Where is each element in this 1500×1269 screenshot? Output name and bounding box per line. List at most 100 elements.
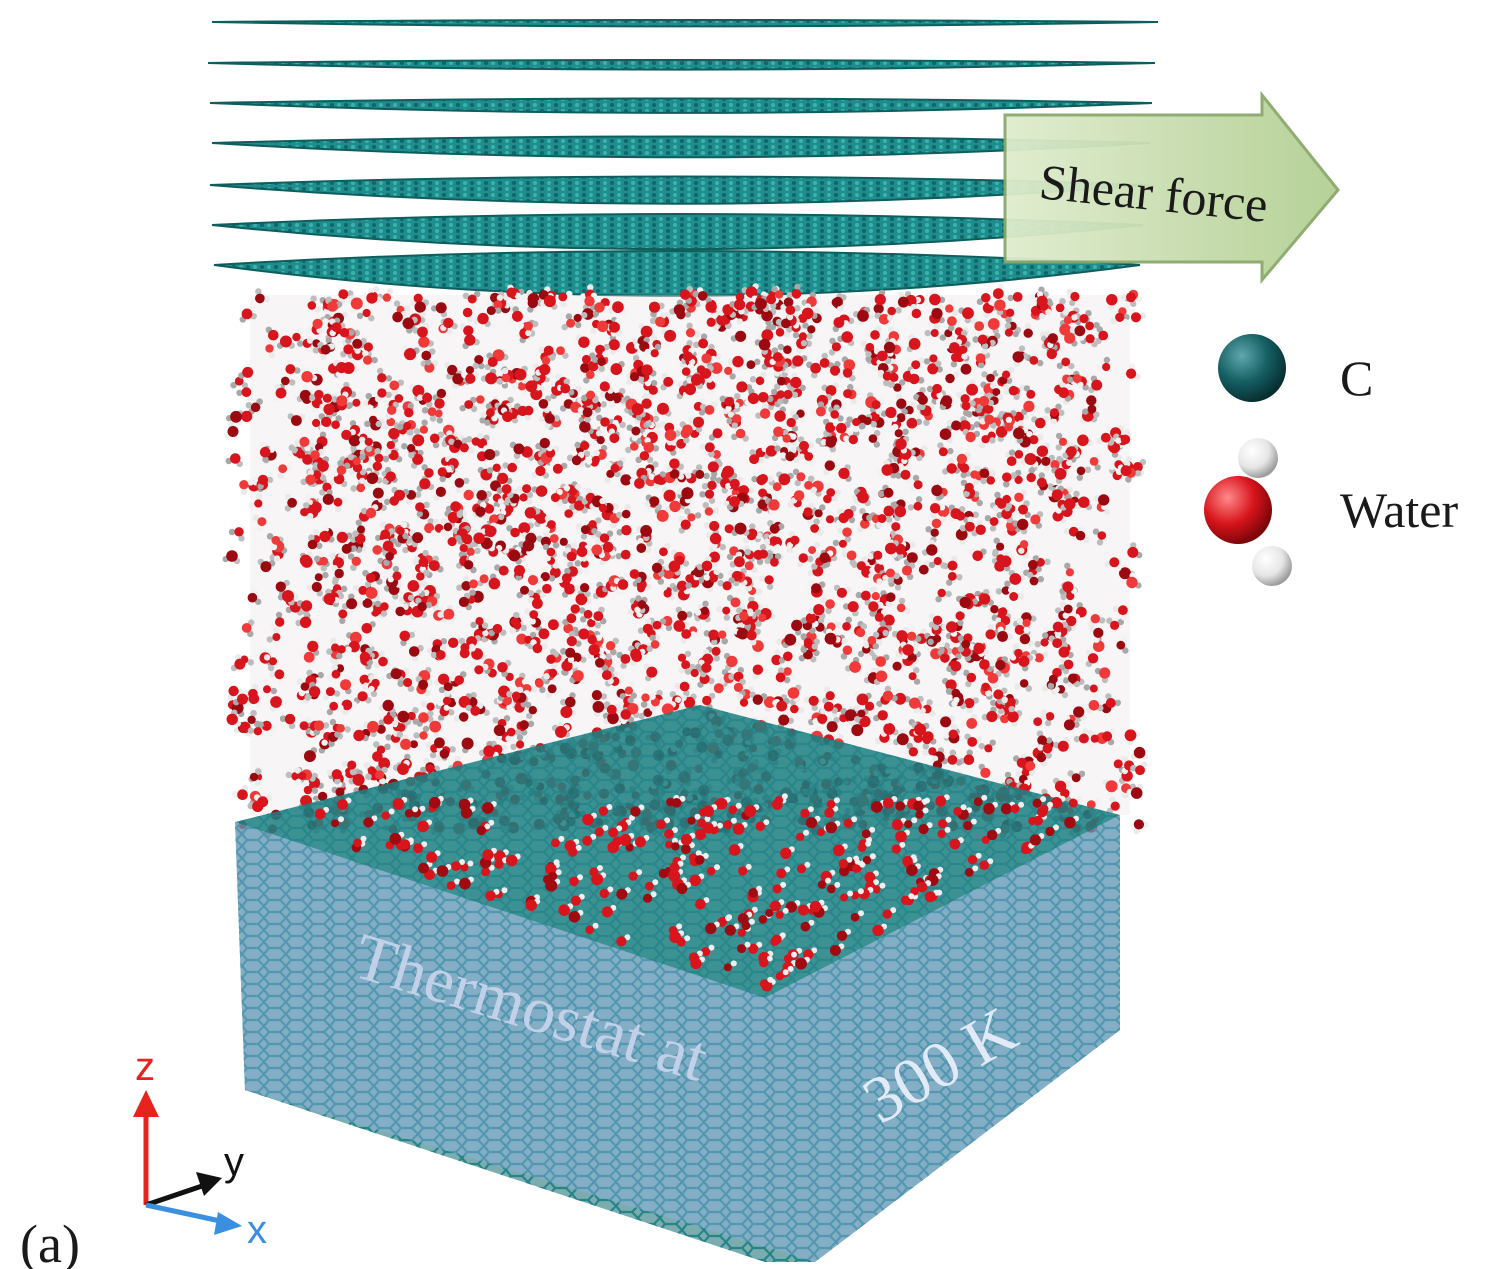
- water-molecule: [1032, 472, 1047, 488]
- water-molecule: [527, 570, 544, 586]
- water-molecule: [766, 649, 782, 666]
- water-molecule: [1012, 518, 1029, 535]
- top-graphene-sheets: [207, 19, 1159, 297]
- water-molecule: [908, 667, 921, 685]
- water-molecule: [796, 553, 814, 568]
- water-molecule: [323, 687, 341, 701]
- z-axis-arrow-icon: [133, 1090, 159, 1117]
- water-molecule: [685, 322, 701, 338]
- water-molecule: [225, 453, 243, 468]
- water-molecule: [1032, 442, 1050, 457]
- water-molecule: [674, 681, 690, 697]
- water-molecule: [391, 603, 409, 617]
- water-molecule: [236, 387, 253, 402]
- water-molecule: [1007, 292, 1025, 307]
- water-molecule: [759, 575, 774, 590]
- water-molecule: [230, 376, 249, 389]
- water-molecule: [473, 312, 491, 327]
- water-molecule: [961, 713, 978, 729]
- water-molecule: [1026, 431, 1044, 445]
- water-molecule: [824, 360, 841, 376]
- water-molecule: [273, 383, 287, 402]
- water-molecule: [782, 633, 800, 648]
- water-molecule: [228, 527, 245, 542]
- water-molecule: [830, 404, 844, 422]
- water-molecule: [803, 695, 819, 711]
- x-axis-label: x: [247, 1208, 267, 1252]
- water-molecule: [407, 707, 419, 725]
- water-molecule: [706, 646, 721, 662]
- water-molecule: [752, 664, 768, 680]
- legend: C Water: [1204, 334, 1458, 586]
- water-molecule: [574, 559, 590, 574]
- water-molecule: [1106, 796, 1120, 815]
- water-molecule: [775, 322, 790, 338]
- water-molecule: [413, 725, 430, 740]
- graphene-sheet: [211, 19, 1159, 28]
- water-molecule: [1074, 496, 1093, 511]
- water-molecule: [1133, 819, 1150, 835]
- panel-label: (a): [20, 1214, 80, 1269]
- water-molecule: [885, 592, 901, 608]
- water-molecule: [389, 308, 408, 323]
- graphene-sheet: [207, 59, 1156, 71]
- water-molecule: [1124, 729, 1141, 746]
- water-molecule: [953, 451, 971, 465]
- water-molecule: [1126, 363, 1141, 380]
- water-molecule: [348, 769, 365, 786]
- water-molecule: [1060, 656, 1074, 675]
- water-molecule: [802, 541, 821, 555]
- graphene-sheet: [209, 97, 1153, 114]
- water-molecule: [417, 336, 434, 352]
- water-molecule: [1009, 489, 1027, 502]
- water-molecule: [1056, 319, 1072, 338]
- water-molecule: [1076, 466, 1092, 481]
- x-axis-arrow-icon: [214, 1212, 242, 1235]
- water-molecule: [1063, 715, 1080, 731]
- water-molecule: [660, 329, 677, 346]
- water-molecule: [1008, 569, 1026, 585]
- water-molecule: [1105, 693, 1122, 708]
- water-molecule: [646, 385, 664, 400]
- water-molecule: [433, 486, 451, 501]
- water-molecule: [577, 351, 596, 364]
- water-molecule: [306, 581, 323, 597]
- legend-carbon-label: C: [1340, 350, 1373, 406]
- water-molecule: [978, 739, 996, 753]
- water-molecule: [1018, 500, 1031, 518]
- water-molecule: [726, 594, 741, 613]
- water-molecule: [845, 656, 861, 673]
- water-molecule: [431, 302, 448, 318]
- water-molecule: [684, 508, 702, 522]
- water-molecule: [741, 283, 759, 299]
- water-molecule: [563, 618, 579, 634]
- water-molecule: [474, 351, 488, 370]
- water-molecule: [870, 289, 886, 306]
- water-molecule: [742, 356, 761, 369]
- water-molecule: [1127, 542, 1143, 559]
- water-molecule: [841, 356, 856, 375]
- water-molecule: [1003, 385, 1020, 401]
- water-molecule: [971, 519, 986, 537]
- water-molecule: [241, 619, 255, 638]
- water-molecule: [819, 352, 835, 369]
- water-molecule: [516, 484, 534, 498]
- water-molecule: [1129, 308, 1147, 323]
- water-molecule: [1102, 779, 1118, 797]
- water-molecule: [265, 326, 279, 345]
- water-molecule: [453, 712, 471, 727]
- water-molecule: [1067, 770, 1086, 783]
- water-molecule: [494, 564, 509, 581]
- water-molecule: [232, 784, 249, 800]
- graphene-sheet: [211, 213, 1144, 251]
- water-molecule: [907, 626, 922, 642]
- water-molecule: [311, 568, 329, 582]
- water-molecule: [855, 590, 871, 606]
- water-molecule: [769, 406, 786, 422]
- water-molecule: [1013, 755, 1027, 773]
- water-molecule: [764, 553, 782, 567]
- water-molecule: [382, 417, 400, 430]
- water-molecule: [857, 519, 875, 533]
- water-molecule: [660, 372, 674, 391]
